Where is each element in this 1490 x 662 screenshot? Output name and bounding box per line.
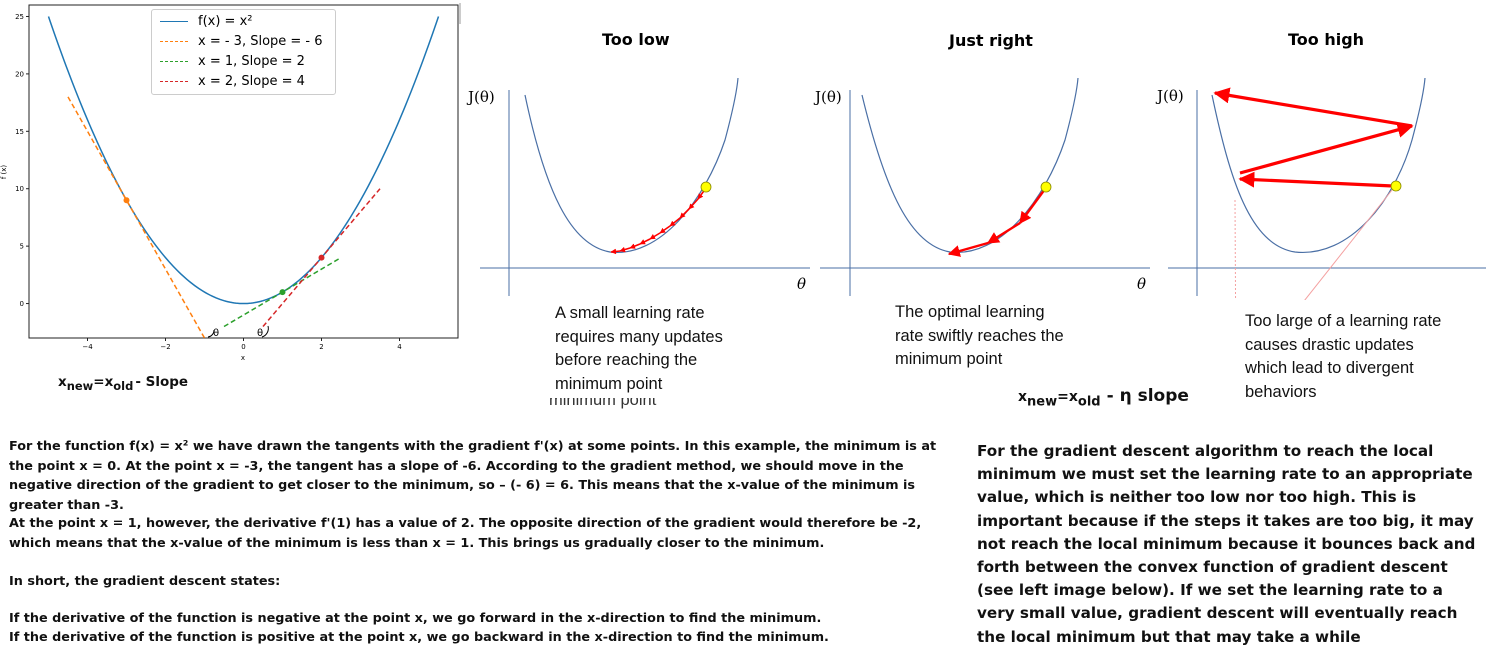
caption-line: Too large of a learning rate (1245, 312, 1442, 330)
cost-curve (524, 77, 739, 253)
explanation-paragraph: At the point x = 1, however, the derivat… (9, 516, 922, 551)
plot-legend: f(x) = x² x = - 3, Slope = - 6 x = 1, Sl… (151, 9, 336, 95)
legend-item-red-tangent: x = 2, Slope = 4 (160, 72, 305, 92)
legend-label: x = - 3, Slope = - 6 (198, 34, 323, 49)
panel-xlabel: θ (797, 275, 807, 293)
caption-line: rate swiftly reaches the (895, 326, 1064, 345)
learning-rate-panels (480, 77, 1486, 300)
divergent-steps (1213, 87, 1414, 188)
y-tick-label: 10 (15, 185, 24, 193)
start-point (1040, 181, 1052, 193)
y-tick-label: 20 (15, 70, 24, 78)
legend-item-green-tangent: x = 1, Slope = 2 (160, 52, 305, 72)
caption-too-high: Too large of a learning rate causes dras… (1245, 310, 1441, 404)
tangent-point (318, 254, 325, 261)
legend-item-parabola: f(x) = x² (160, 12, 252, 32)
panel-ylabel: J(θ) (815, 88, 842, 106)
panel-ylabel: J(θ) (468, 88, 495, 106)
explanation-paragraph: In short, the gradient descent states: (9, 574, 281, 589)
caption-line: minimum point (555, 374, 663, 393)
dotted-guide (1234, 199, 1237, 300)
start-point (700, 181, 712, 193)
panel-too-low (480, 77, 810, 296)
y-tick-label: 15 (15, 128, 24, 136)
angle-arc-red (261, 325, 269, 338)
start-point (1390, 180, 1402, 192)
legend-swatch (160, 81, 188, 82)
cost-curve (1211, 77, 1426, 253)
tangent-plot: 0 5 10 15 20 25 −4 −2 0 2 4 f (x) x θ θ (0, 3, 461, 362)
y-axis-label: f (x) (0, 165, 8, 180)
tangent-line-orange (67, 96, 206, 339)
panel-xlabel: θ (1137, 275, 1147, 293)
x-axis-label: x (241, 354, 245, 362)
caption-just-right: The optimal learning rate swiftly reache… (895, 301, 1064, 372)
update-rule-learning-rate: xnew=xold - η slope (1018, 386, 1189, 410)
y-tick-label: 5 (20, 243, 24, 251)
legend-label: x = 2, Slope = 4 (198, 74, 305, 89)
legend-item-orange-tangent: x = - 3, Slope = - 6 (160, 32, 323, 52)
x-tick-label: 0 (241, 343, 245, 351)
legend-swatch (160, 41, 188, 42)
legend-label: f(x) = x² (198, 14, 253, 29)
caption-line: which lead to divergent (1245, 359, 1414, 377)
optimal-steps (947, 188, 1046, 257)
x-tick-label: −4 (82, 343, 93, 351)
caption-line: requires many updates (555, 327, 723, 346)
panel-title-too-high: Too high (1288, 30, 1365, 49)
panel-too-high (1168, 77, 1486, 300)
panel-title-too-low: Too low (602, 30, 670, 49)
panel-just-right (820, 77, 1150, 296)
caption-line: minimum point (895, 350, 1003, 368)
legend-label: x = 1, Slope = 2 (198, 54, 305, 69)
y-tick-label: 0 (20, 300, 24, 308)
caption-line: causes drastic updates (1245, 335, 1414, 354)
explanation-paragraph: If the derivative of the function is pos… (9, 630, 829, 645)
angle-arc-orange (207, 329, 215, 338)
panel-ylabel: J(θ) (1157, 87, 1184, 105)
explanation-paragraph: For the function f(x) = x² we have drawn… (9, 439, 937, 513)
x-tick-label: 2 (319, 343, 323, 351)
caption-line: A small learning rate (555, 304, 705, 322)
small-steps (610, 187, 707, 255)
legend-swatch (160, 21, 188, 22)
legend-swatch (160, 61, 188, 62)
partial-text: minimum point (549, 398, 679, 411)
panel-title-just-right: Just right (949, 31, 1033, 50)
pointer-line (1304, 189, 1393, 300)
cost-curve (861, 77, 1079, 253)
caption-too-low: A small learning rate requires many upda… (555, 302, 723, 396)
theta-label-red: θ (257, 328, 263, 339)
tangent-point (123, 197, 130, 204)
y-tick-label: 25 (15, 13, 24, 21)
tangent-point (279, 289, 286, 296)
x-tick-label: 4 (397, 343, 402, 351)
caption-line: before reaching the (555, 351, 698, 369)
learning-rate-paragraph: For the gradient descent algorithm to re… (977, 442, 1476, 646)
theta-label-orange: θ (213, 328, 219, 339)
caption-line: The optimal learning (895, 303, 1045, 321)
partial-text-line: minimum point (549, 398, 657, 409)
explanation-paragraph: If the derivative of the function is neg… (9, 611, 822, 626)
update-rule-simple: xnew=xold - Slope (58, 374, 189, 394)
caption-line: behaviors (1245, 382, 1317, 401)
x-tick-label: −2 (160, 343, 170, 351)
